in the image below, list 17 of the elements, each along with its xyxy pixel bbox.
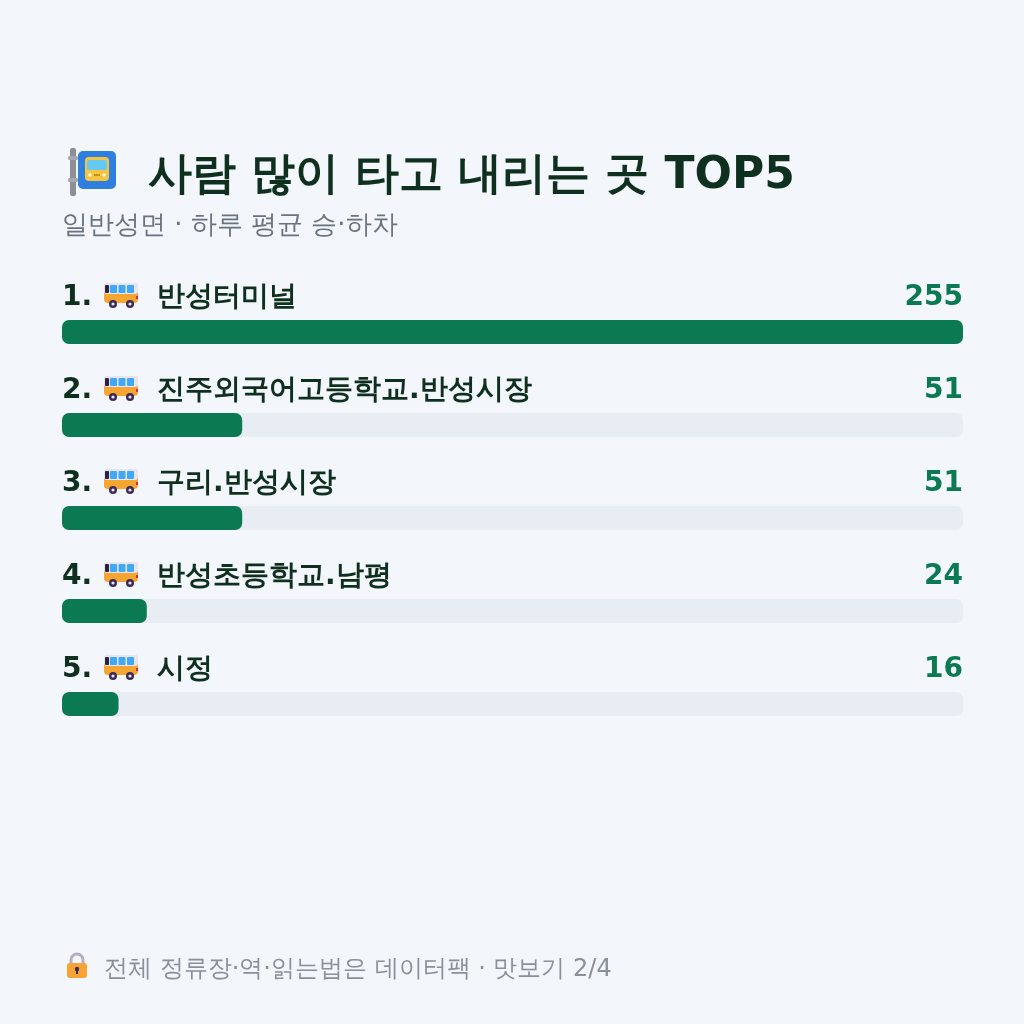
chart-title: 사람 많이 타고 내리는 곳 TOP5 [148,147,795,198]
text: 전체 정류장·역·읽는법은 데이터팩 · 맛보기 2/4 [104,954,612,982]
bar [62,692,119,716]
data-label: 24 [924,558,963,591]
data-label: 255 [904,279,963,312]
data-label: 16 [924,651,963,684]
chart-subtitle: 일반성면 · 하루 평균 승·하차 [62,209,398,239]
category-label: 1. 반성터미널 [62,279,297,312]
data-label: 51 [924,465,963,498]
category-label: 4. 반성초등학교.남평 [62,558,392,591]
bar [62,599,147,623]
bar [62,506,243,530]
category-label: 5. 시정 [62,651,213,684]
data-label: 51 [924,372,963,405]
bar [62,413,243,437]
category-label: 3. 구리.반성시장 [62,465,336,498]
category-label: 2. 진주외국어고등학교.반성시장 [62,372,532,405]
